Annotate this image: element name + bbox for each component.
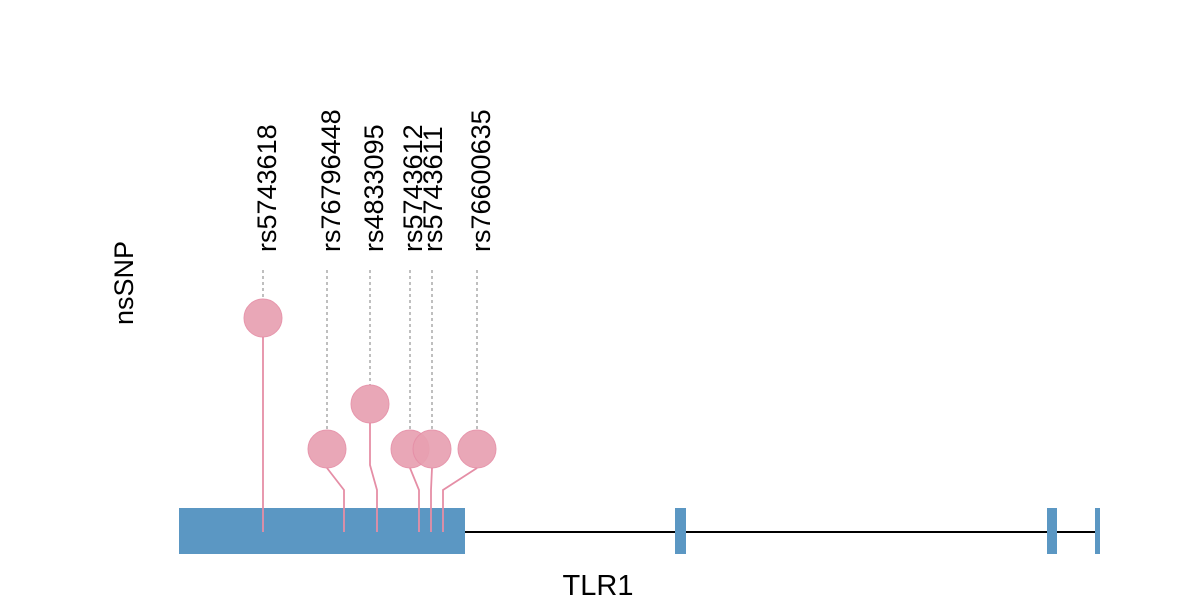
- snp-lollipop: [243, 298, 283, 338]
- snp-stem: [326, 467, 345, 532]
- exon-1: [179, 508, 465, 554]
- snp-label: rs76600635: [466, 109, 496, 252]
- snp-lollipop: [307, 429, 347, 469]
- snp-label: rs5743612: [398, 124, 428, 252]
- snp-group: rs5743618 rs76796448 rs4833095 rs5743612rs5…: [243, 109, 497, 532]
- snp-label: rs5743611: [418, 126, 448, 252]
- snp-lollipop: [412, 429, 452, 469]
- exon-3: [1047, 508, 1057, 554]
- snp-label: rs4833095: [359, 124, 389, 252]
- gene-model: TLR1: [179, 508, 1100, 602]
- snp-lollipop: [350, 384, 390, 424]
- exon-4: [1095, 508, 1100, 554]
- snp-stem: [369, 423, 378, 532]
- track-label-group: nsSNP: [109, 241, 139, 325]
- snp-label: rs76796448: [316, 109, 346, 252]
- snp-label: rs5743618: [252, 124, 282, 252]
- snp-stem: [430, 467, 433, 532]
- gene-label: TLR1: [563, 570, 634, 600]
- snp-lollipop: [457, 429, 497, 469]
- snp-stem: [409, 467, 420, 532]
- track-label: nsSNP: [109, 241, 139, 325]
- snp-stem: [442, 467, 478, 532]
- exon-2: [675, 508, 686, 554]
